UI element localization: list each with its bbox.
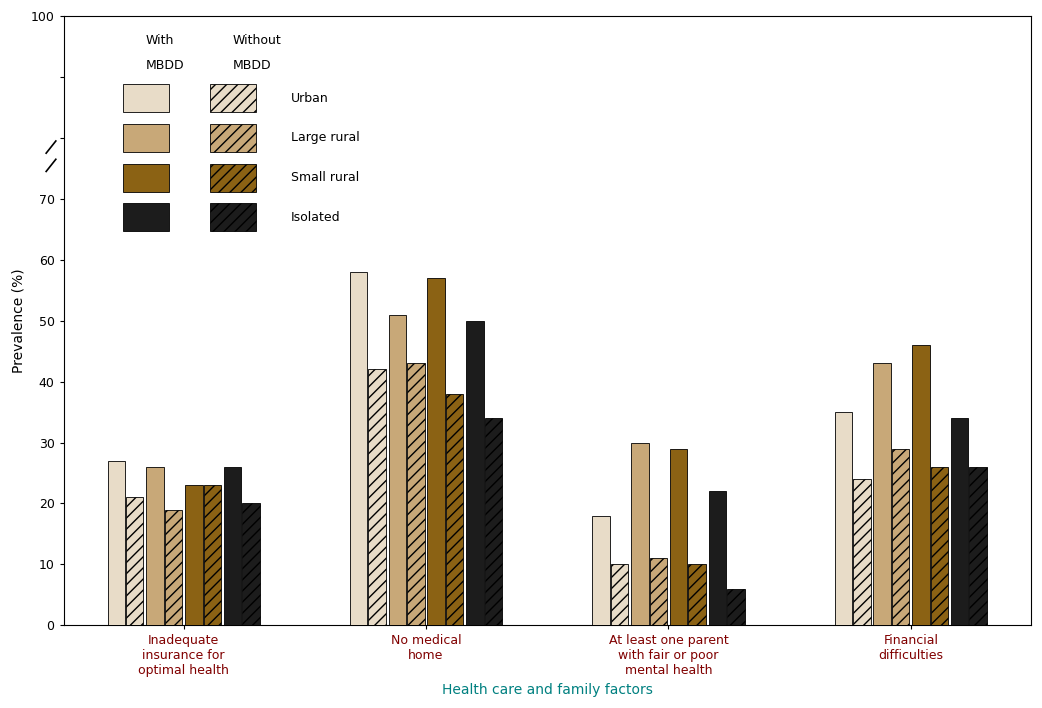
Bar [969, 467, 987, 625]
Text: Without: Without [232, 35, 281, 47]
Bar [427, 278, 445, 625]
FancyBboxPatch shape [209, 84, 256, 113]
Bar [350, 272, 368, 625]
Bar [107, 461, 125, 625]
Bar [369, 370, 386, 625]
Bar [592, 515, 610, 625]
Bar [689, 564, 705, 625]
Bar [203, 485, 221, 625]
Bar [126, 498, 144, 625]
X-axis label: Health care and family factors: Health care and family factors [442, 683, 652, 697]
Bar [931, 467, 948, 625]
Y-axis label: Prevalence (%): Prevalence (%) [11, 268, 25, 373]
Text: With: With [146, 35, 174, 47]
Bar [224, 467, 242, 625]
Text: Isolated: Isolated [291, 211, 341, 224]
Bar [407, 363, 424, 625]
Bar [485, 418, 502, 625]
FancyBboxPatch shape [209, 164, 256, 192]
FancyBboxPatch shape [123, 203, 169, 231]
Bar [243, 503, 259, 625]
Text: MBDD: MBDD [232, 59, 272, 72]
Bar [912, 345, 929, 625]
Bar [892, 449, 910, 625]
Text: Small rural: Small rural [291, 171, 359, 184]
Bar [951, 418, 968, 625]
Bar [185, 485, 202, 625]
Bar [146, 467, 164, 625]
Bar [165, 510, 182, 625]
Bar [631, 442, 648, 625]
Text: Large rural: Large rural [291, 132, 359, 144]
Bar [466, 321, 483, 625]
Bar [649, 559, 667, 625]
Text: MBDD: MBDD [146, 59, 184, 72]
Bar [446, 394, 464, 625]
Bar [873, 363, 891, 625]
FancyBboxPatch shape [123, 124, 169, 152]
FancyBboxPatch shape [209, 124, 256, 152]
Bar [670, 449, 688, 625]
FancyBboxPatch shape [209, 203, 256, 231]
Bar [389, 314, 406, 625]
Bar [727, 589, 745, 625]
FancyBboxPatch shape [123, 84, 169, 113]
FancyBboxPatch shape [123, 164, 169, 192]
Bar [709, 491, 726, 625]
Bar [611, 564, 628, 625]
Bar [835, 412, 852, 625]
Text: Urban: Urban [291, 92, 328, 105]
Bar [853, 479, 870, 625]
